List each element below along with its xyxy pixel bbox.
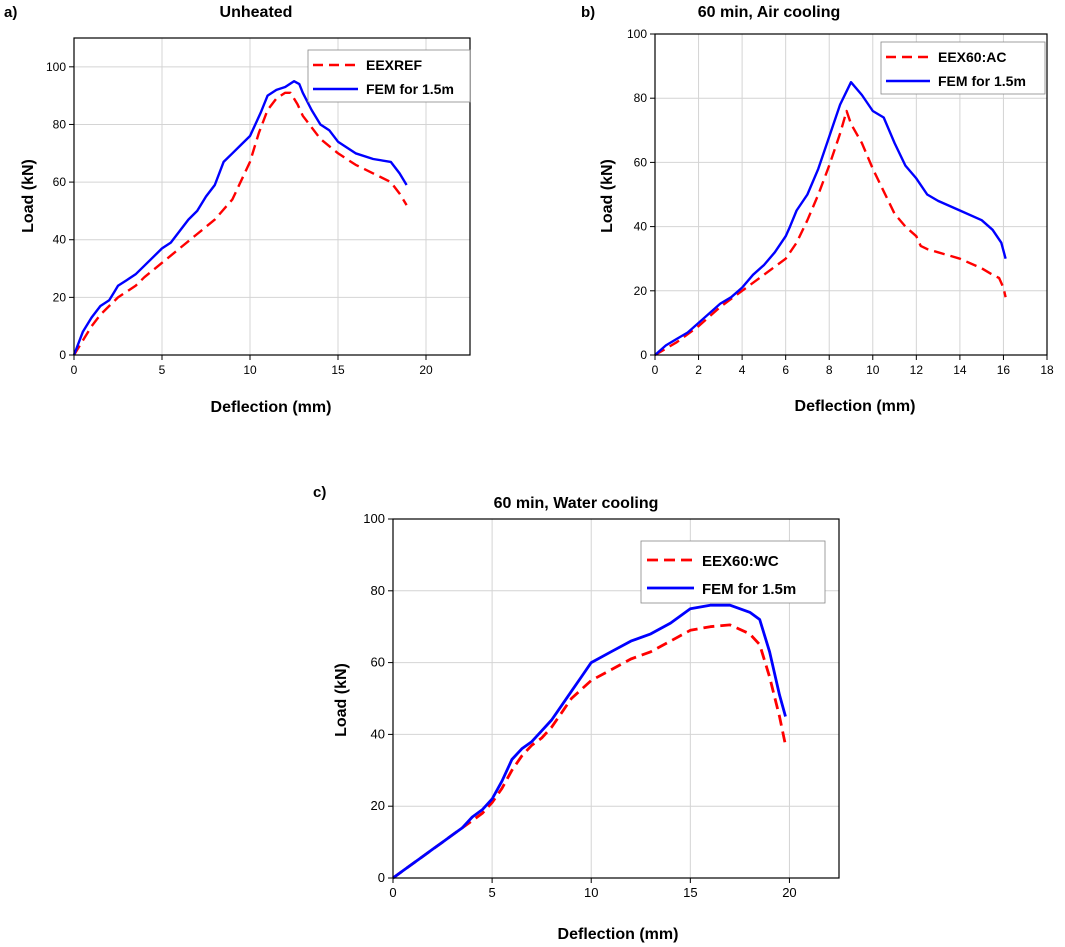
plot-frame [392,518,840,879]
y-axis-label: Load (kN) [599,159,616,233]
legend-entry: EEX60:AC [938,49,1006,65]
series-line-fem [392,603,787,880]
x-tick-label: 20 [419,363,433,377]
chart-title: 60 min, Water cooling [494,495,659,512]
x-tick-label: 8 [826,363,833,377]
x-tick-label: 10 [243,363,257,377]
y-tick-label: 40 [371,726,385,741]
y-tick-label: 20 [371,798,385,813]
panel-label: b) [581,4,595,21]
x-tick-label: 10 [584,885,598,900]
legend-box [880,41,1046,95]
panel-a-unheated: a) Unheated Deflection (mm) Load (kN) 0 5… [4,4,471,416]
y-tick-label: 60 [634,155,648,169]
y-tick-label: 0 [640,348,647,362]
x-tick-label: 12 [910,363,924,377]
x-tick-label: 18 [1040,363,1054,377]
y-tick-label: 40 [53,233,67,247]
y-tick-label: 100 [46,60,66,74]
y-tick-label: 0 [59,348,66,362]
x-tick-label: 5 [488,885,495,900]
series-line-experimental [392,623,787,880]
x-tick-label: 20 [782,885,796,900]
chart-title: 60 min, Air cooling [698,4,841,21]
series-line-fem [72,79,408,356]
y-tick-label: 20 [53,290,67,304]
x-axis-label: Deflection (mm) [795,398,916,415]
legend: EEX60:AC FEM for 1.5m [880,41,1046,95]
y-tick-label: 0 [378,870,385,885]
x-tick-label: 15 [331,363,345,377]
panel-label: c) [313,484,326,501]
x-tick-label: 6 [782,363,789,377]
x-tick-label: 5 [159,363,166,377]
chart-title: Unheated [220,4,293,21]
legend: EEXREF FEM for 1.5m [307,49,471,103]
x-tick-label: 0 [389,885,396,900]
x-tick-label: 0 [652,363,659,377]
legend-entry: FEM for 1.5m [702,581,796,598]
x-tick-label: 16 [997,363,1011,377]
legend-entry: FEM for 1.5m [938,73,1026,89]
x-tick-label: 2 [695,363,702,377]
x-tick-label: 4 [739,363,746,377]
series-line-experimental [654,109,1007,357]
panel-c-water-cooling: c) 60 min, Water cooling Deflection (mm)… [313,484,840,943]
panel-label: a) [4,4,17,21]
x-axis-label: Deflection (mm) [558,926,679,943]
y-tick-label: 80 [53,117,67,131]
panel-b-air-cooling: b) 60 min, Air cooling Deflection (mm) L… [581,4,1054,415]
series-line-fem [654,80,1007,356]
y-tick-label: 80 [634,91,648,105]
legend: EEX60:WC FEM for 1.5m [640,540,826,604]
x-tick-label: 0 [71,363,78,377]
x-axis-label: Deflection (mm) [211,399,332,416]
legend-box [640,540,826,604]
y-tick-label: 60 [53,175,67,189]
y-axis-label: Load (kN) [20,159,37,233]
x-tick-label: 14 [953,363,967,377]
y-tick-label: 100 [627,27,647,41]
x-tick-label: 10 [866,363,880,377]
legend-box [307,49,471,103]
y-tick-label: 80 [371,583,385,598]
x-tick-label: 15 [683,885,697,900]
legend-entry: EEX60:WC [702,553,779,570]
plot-frame [654,33,1048,356]
legend-entry: EEXREF [366,57,422,73]
y-tick-label: 20 [634,284,648,298]
plot-area: 0 5 10 15 20 0 20 40 60 80 100 [363,511,840,900]
plot-frame [73,37,471,356]
y-tick-label: 60 [371,655,385,670]
series-line-experimental [72,91,408,356]
y-tick-label: 40 [634,220,648,234]
y-tick-label: 100 [363,511,385,526]
plot-area: 0 5 10 15 20 0 20 40 60 80 100 [46,37,471,377]
legend-entry: FEM for 1.5m [366,81,454,97]
y-axis-label: Load (kN) [333,663,350,737]
plot-area: 0 2 4 6 8 10 12 14 16 18 0 20 40 60 80 100 [627,27,1054,377]
